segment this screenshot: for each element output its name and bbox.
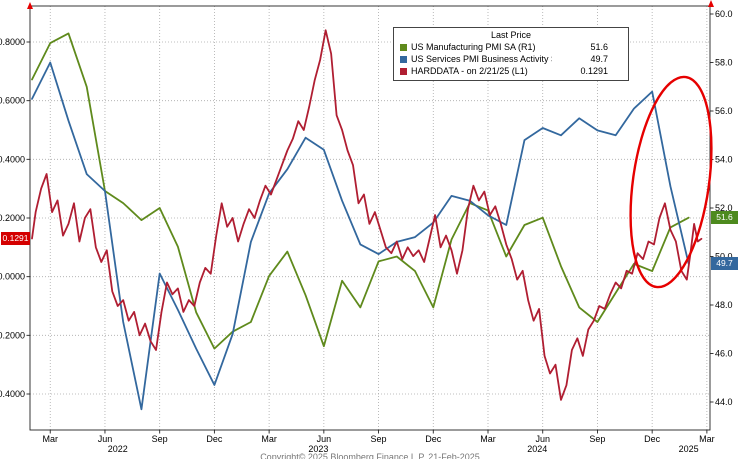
axes-layer: 0.8000 0.6000 0.4000 0.2000 0.0000 -0.2000 -0.… (0, 9, 733, 454)
svg-text:44.0: 44.0 (715, 397, 733, 407)
legend-row-services: US Services PMI Business Activity SA (R1… (400, 53, 622, 65)
svg-text:0.4000: 0.4000 (0, 154, 25, 164)
svg-text:Dec: Dec (425, 434, 442, 444)
disclaimer-text: Copyright© 2025 Bloomberg Finance L.P. 2… (260, 452, 480, 459)
svg-text:0.6000: 0.6000 (0, 96, 25, 106)
legend-label-harddata: HARDDATA - on 2/21/25 (L1) (411, 66, 528, 76)
svg-text:Mar: Mar (261, 434, 277, 444)
svg-text:Mar: Mar (480, 434, 496, 444)
svg-text:-0.4000: -0.4000 (0, 389, 25, 399)
legend-value-services: 49.7 (590, 54, 608, 64)
manufacturing-last-value-badge: 51.6 (711, 211, 738, 225)
legend-row-harddata: HARDDATA - on 2/21/25 (L1) 0.1291 (400, 65, 622, 77)
grid-layer (30, 6, 710, 430)
legend-value-manufacturing: 51.6 (590, 42, 608, 52)
legend-value-harddata: 0.1291 (580, 66, 608, 76)
svg-text:2025: 2025 (679, 444, 699, 454)
svg-text:Mar: Mar (699, 434, 715, 444)
svg-text:0.0000: 0.0000 (0, 272, 25, 282)
svg-text:58.0: 58.0 (715, 58, 733, 68)
series-line-us-manufacturing-pmi-sa (31, 32, 690, 350)
svg-text:2024: 2024 (527, 444, 547, 454)
svg-text:Dec: Dec (206, 434, 223, 444)
svg-text:54.0: 54.0 (715, 155, 733, 165)
svg-text:Mar: Mar (42, 434, 58, 444)
manufacturing-series-swatch-icon (400, 43, 407, 51)
harddata-series-swatch-icon (400, 67, 407, 75)
svg-text:0.8000: 0.8000 (0, 37, 25, 47)
disclaimer-clipped-text: Copyright© 2025 Bloomberg Finance L.P. 2… (0, 452, 740, 459)
services-last-value-badge: 49.7 (711, 257, 738, 271)
svg-text:2022: 2022 (108, 444, 128, 454)
series-line-us-services-pmi-business-activity-sa (31, 61, 690, 411)
svg-text:Dec: Dec (644, 434, 661, 444)
svg-text:56.0: 56.0 (715, 106, 733, 116)
chart-legend: Last Price US Manufacturing PMI SA (R1) … (393, 27, 629, 81)
svg-text:Jun: Jun (98, 434, 113, 444)
svg-text:Jun: Jun (317, 434, 332, 444)
divergence-ellipse-annotation (629, 75, 713, 289)
legend-title: Last Price (490, 30, 532, 40)
series-line-harddata (31, 29, 703, 401)
services-series-swatch-icon (400, 55, 407, 63)
svg-text:Jun: Jun (535, 434, 550, 444)
left-axis-top-arrow-icon (27, 2, 33, 9)
harddata-last-value-badge: 0.1291 (1, 232, 30, 246)
legend-label-services: US Services PMI Business Activity SA (R1… (411, 54, 552, 64)
right-axis-top-arrow-icon (708, 0, 714, 7)
legend-label-manufacturing: US Manufacturing PMI SA (R1) (411, 42, 536, 52)
svg-text:-0.2000: -0.2000 (0, 330, 25, 340)
svg-text:Sep: Sep (371, 434, 387, 444)
svg-text:Sep: Sep (589, 434, 605, 444)
svg-text:48.0: 48.0 (715, 300, 733, 310)
svg-text:50.0: 50.0 (715, 252, 733, 262)
legend-row-manufacturing: US Manufacturing PMI SA (R1) 51.6 (400, 41, 622, 53)
svg-text:60.0: 60.0 (715, 9, 733, 19)
svg-text:0.2000: 0.2000 (0, 213, 25, 223)
svg-text:Sep: Sep (152, 434, 168, 444)
svg-text:2023: 2023 (308, 444, 328, 454)
svg-text:52.0: 52.0 (715, 203, 733, 213)
svg-text:46.0: 46.0 (715, 349, 733, 359)
series-layer (31, 29, 703, 411)
